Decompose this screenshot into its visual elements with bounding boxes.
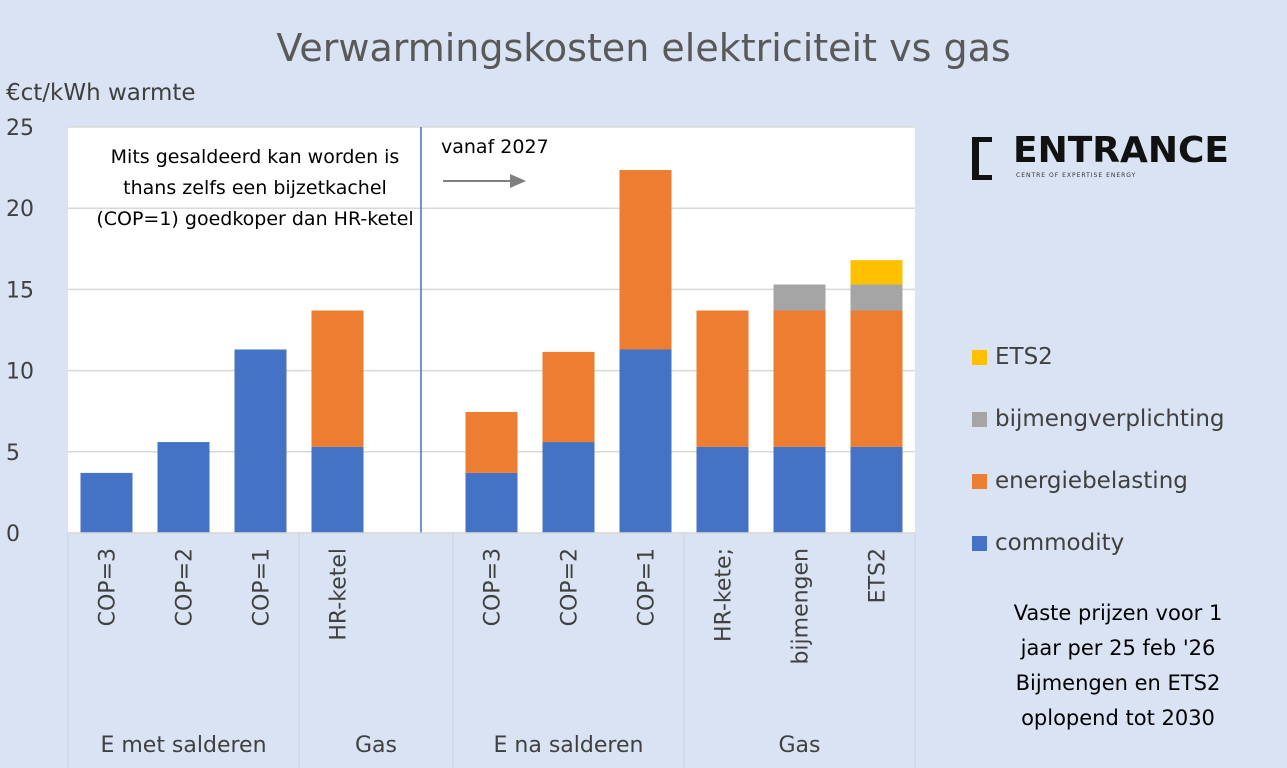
x-tick-label: HR-ketel [327,548,352,641]
legend-label: commodity [995,530,1125,556]
group-label: E na salderen [494,733,644,758]
footnote: Vaste prijzen voor 1 jaar per 25 feb '26… [968,596,1268,736]
x-tick-label: COP=3 [96,548,121,626]
bar-commodity [234,349,287,533]
legend-swatch [972,473,987,489]
legend-item: energiebelasting [972,450,1225,512]
x-tick-label: ETS2 [866,548,891,603]
footnote-line: jaar per 25 feb '26 [1020,636,1216,660]
logo-name: ENTRANCE [1013,130,1229,171]
bar-commodity [850,446,903,533]
x-tick-label: COP=3 [481,548,506,626]
bar-commodity [157,442,210,533]
legend: ETS2 bijmengverplichting energiebelasting c… [972,326,1225,574]
bar-bijmengverplichting [773,284,826,311]
bar-energiebelasting [311,310,364,447]
x-tick-label: bijmengen [789,548,814,665]
y-tick-label: 5 [6,441,20,466]
bar-energiebelasting [542,351,595,443]
footnote-line: oplopend tot 2030 [1021,706,1215,730]
group-label: E met salderen [100,733,266,758]
bar-commodity [773,446,826,533]
bar-commodity [619,349,672,533]
chart-title: Verwarmingskosten elektriciteit vs gas [276,26,1011,70]
legend-label: ETS2 [995,344,1053,370]
bar-energiebelasting [773,310,826,447]
group-label: Gas [355,733,397,758]
legend-item: ETS2 [972,326,1225,388]
annotation-vanaf: vanaf 2027 [441,136,549,158]
footnote-line: Bijmengen en ETS2 [1015,671,1221,695]
legend-swatch [972,349,987,365]
bar-energiebelasting [465,412,518,473]
y-tick-label: 25 [6,116,34,141]
logo-subtitle: CENTRE OF EXPERTISE ENERGY [1016,172,1137,179]
x-tick-label: COP=2 [173,548,198,626]
arrow-head-icon [510,174,526,188]
legend-item: bijmengverplichting [972,388,1225,450]
x-tick-label: HR-kete; [712,548,737,642]
bar-commodity [542,442,595,533]
bar-energiebelasting [696,310,749,447]
legend-swatch [972,411,987,427]
footnote-line: Vaste prijzen voor 1 [1013,601,1223,625]
bar-ets2 [850,260,903,285]
x-tick-label: COP=2 [558,548,583,626]
legend-item: commodity [972,512,1225,574]
annotation-note: Mits gesaldeerd kan worden is thans zelf… [96,146,414,230]
bar-bijmengverplichting [850,284,903,311]
bar-commodity [80,472,133,533]
x-tick-label: COP=1 [635,548,660,626]
y-tick-label: 10 [6,360,34,385]
bar-energiebelasting [850,310,903,447]
x-tick-label: COP=1 [250,548,275,626]
logo-bracket-icon [970,135,1010,187]
bar-commodity [696,446,749,533]
bar-commodity [465,472,518,533]
legend-label: bijmengverplichting [995,406,1225,432]
y-axis-label: €ct/kWh warmte [6,80,196,106]
legend-swatch [972,535,987,551]
legend-label: energiebelasting [995,468,1188,494]
group-label: Gas [779,733,821,758]
y-tick-label: 20 [6,197,34,222]
y-tick-label: 0 [6,522,20,547]
bar-energiebelasting [619,170,672,350]
bar-commodity [311,446,364,533]
y-tick-label: 15 [6,278,34,303]
